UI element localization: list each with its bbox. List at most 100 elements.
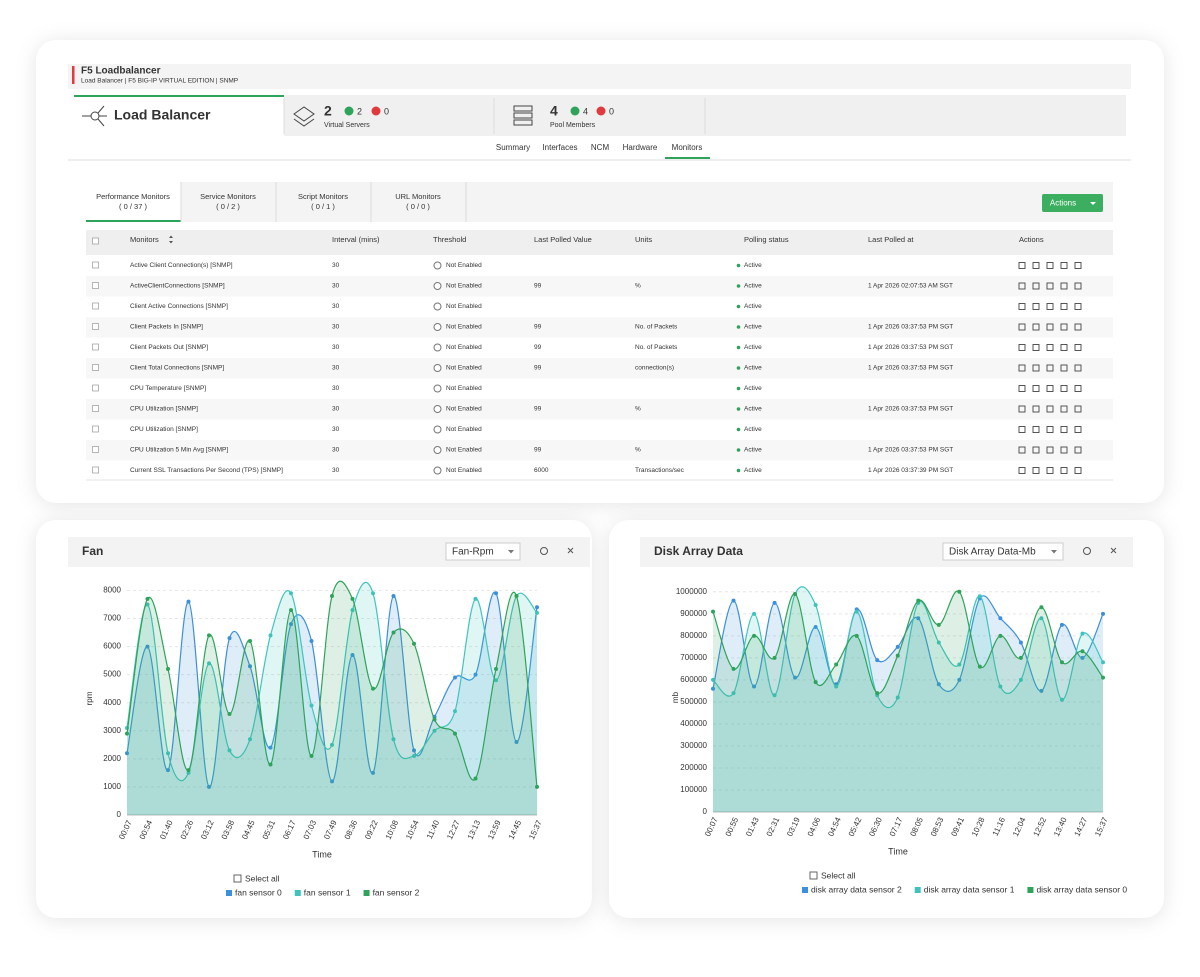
legend-label[interactable]: disk array data sensor 1 bbox=[924, 884, 1015, 894]
table-cell: 30 bbox=[332, 447, 340, 454]
y-axis-label: rpm bbox=[85, 691, 94, 705]
nav-tab[interactable]: Monitors bbox=[672, 143, 703, 152]
table-cell: Not Enabled bbox=[446, 365, 482, 372]
checkbox[interactable] bbox=[93, 426, 99, 432]
y-tick-label: 0 bbox=[703, 807, 708, 816]
dropdown-label[interactable]: Fan-Rpm bbox=[452, 547, 494, 558]
point bbox=[1101, 676, 1105, 680]
table-cell: connection(s) bbox=[635, 365, 674, 372]
point bbox=[453, 732, 457, 736]
legend-label[interactable]: disk array data sensor 0 bbox=[1036, 884, 1127, 894]
table-cell[interactable]: Client Active Connections [SNMP] bbox=[130, 303, 228, 310]
checkbox[interactable] bbox=[93, 238, 99, 244]
row-stripe bbox=[86, 440, 1113, 461]
point bbox=[166, 667, 170, 671]
checkbox[interactable] bbox=[93, 324, 99, 330]
threshold-icon bbox=[434, 303, 441, 310]
point bbox=[1080, 632, 1084, 636]
nav-tab[interactable]: Summary bbox=[496, 143, 530, 152]
select-all-checkbox[interactable] bbox=[234, 875, 241, 882]
legend-swatch[interactable] bbox=[915, 887, 921, 893]
nav-tab[interactable]: Interfaces bbox=[542, 143, 577, 152]
point bbox=[1101, 660, 1105, 664]
tab-count[interactable]: ( 0 / 37 ) bbox=[119, 202, 147, 211]
y-tick-label: 900000 bbox=[680, 609, 707, 618]
checkbox[interactable] bbox=[93, 262, 99, 268]
checkbox[interactable] bbox=[93, 303, 99, 309]
nav-active bbox=[665, 157, 710, 159]
point bbox=[793, 592, 797, 596]
table-cell[interactable]: ActiveClientConnections [SNMP] bbox=[130, 283, 225, 290]
y-tick-label: 800000 bbox=[680, 631, 707, 640]
tab-name[interactable]: URL Monitors bbox=[395, 192, 441, 201]
table-cell: 30 bbox=[332, 344, 340, 351]
legend-swatch[interactable] bbox=[802, 887, 808, 893]
checkbox[interactable] bbox=[93, 467, 99, 473]
point bbox=[392, 594, 396, 598]
nav-tab[interactable]: NCM bbox=[591, 143, 610, 152]
tab-name[interactable]: Performance Monitors bbox=[96, 192, 170, 201]
table-cell: Active bbox=[744, 262, 762, 269]
checkbox[interactable] bbox=[93, 344, 99, 350]
tab-count[interactable]: ( 0 / 1 ) bbox=[311, 202, 335, 211]
table-cell[interactable]: Client Packets In [SNMP] bbox=[130, 324, 203, 331]
checkbox[interactable] bbox=[93, 406, 99, 412]
tab-count[interactable]: ( 0 / 2 ) bbox=[216, 202, 240, 211]
point bbox=[814, 603, 818, 607]
checkbox[interactable] bbox=[93, 385, 99, 391]
checkbox[interactable] bbox=[93, 365, 99, 371]
point bbox=[453, 709, 457, 713]
y-tick-label: 200000 bbox=[680, 763, 707, 772]
actions-label[interactable]: Actions bbox=[1050, 199, 1076, 208]
table-cell[interactable]: Client Total Connections [SNMP] bbox=[130, 365, 224, 372]
table-cell: 30 bbox=[332, 324, 340, 331]
tab-count[interactable]: ( 0 / 0 ) bbox=[406, 202, 430, 211]
legend-swatch[interactable] bbox=[1027, 887, 1033, 893]
pm-count: 4 bbox=[550, 103, 558, 119]
point bbox=[269, 633, 273, 637]
legend-label[interactable]: fan sensor 1 bbox=[304, 887, 351, 897]
checkbox[interactable] bbox=[93, 447, 99, 453]
table-cell[interactable]: Active Client Connection(s) [SNMP] bbox=[130, 262, 233, 269]
legend-swatch[interactable] bbox=[295, 890, 301, 896]
status-dot bbox=[737, 264, 741, 268]
checkbox[interactable] bbox=[93, 283, 99, 289]
column-header[interactable]: Monitors bbox=[130, 235, 159, 244]
table-cell[interactable]: CPU Utilization [SNMP] bbox=[130, 426, 198, 433]
legend-label[interactable]: fan sensor 2 bbox=[373, 887, 420, 897]
table-cell[interactable]: Current SSL Transactions Per Second (TPS… bbox=[130, 467, 283, 474]
tab-name[interactable]: Script Monitors bbox=[298, 192, 348, 201]
pm-up: 4 bbox=[583, 106, 588, 116]
legend-swatch[interactable] bbox=[226, 890, 232, 896]
tab-name[interactable]: Service Monitors bbox=[200, 192, 256, 201]
point bbox=[998, 634, 1002, 638]
nav-tab[interactable]: Hardware bbox=[623, 143, 658, 152]
table-cell: 30 bbox=[332, 426, 340, 433]
legend-label[interactable]: disk array data sensor 2 bbox=[811, 884, 902, 894]
table-cell[interactable]: Client Packets Out [SNMP] bbox=[130, 344, 208, 351]
tabs-bar bbox=[86, 182, 1113, 222]
threshold-icon bbox=[434, 426, 441, 433]
legend-swatch[interactable] bbox=[364, 890, 370, 896]
dropdown-label[interactable]: Disk Array Data-Mb bbox=[949, 547, 1036, 558]
select-all[interactable]: Select all bbox=[821, 870, 856, 880]
point bbox=[752, 634, 756, 638]
device-subtitle: Load Balancer | F5 BIG-IP VIRTUAL EDITIO… bbox=[81, 78, 238, 85]
select-all[interactable]: Select all bbox=[245, 873, 280, 883]
select-all-checkbox[interactable] bbox=[810, 872, 817, 879]
threshold-icon bbox=[434, 344, 441, 351]
table-cell: 99 bbox=[534, 324, 542, 331]
point bbox=[711, 610, 715, 614]
table-cell[interactable]: CPU Utilization 5 Min Avg [SNMP] bbox=[130, 447, 228, 454]
vs-label: Virtual Servers bbox=[324, 122, 370, 129]
y-tick-label: 3000 bbox=[103, 726, 121, 735]
table-cell[interactable]: CPU Temperature [SNMP] bbox=[130, 385, 206, 392]
status-dot bbox=[737, 366, 741, 370]
table-cell: 1 Apr 2026 03:37:53 PM SGT bbox=[868, 365, 953, 372]
table-cell: Active bbox=[744, 303, 762, 310]
point bbox=[998, 616, 1002, 620]
legend-label[interactable]: fan sensor 0 bbox=[235, 887, 282, 897]
point bbox=[1019, 640, 1023, 644]
table-cell[interactable]: CPU Utilization [SNMP] bbox=[130, 406, 198, 413]
